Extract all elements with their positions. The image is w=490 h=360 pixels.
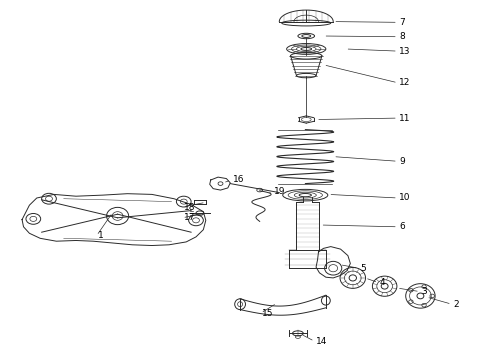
Text: 7: 7: [399, 18, 405, 27]
Text: 16: 16: [233, 175, 244, 184]
Text: 13: 13: [399, 46, 411, 55]
Text: 9: 9: [399, 157, 405, 166]
Text: 10: 10: [399, 194, 411, 202]
Text: 8: 8: [399, 32, 405, 41]
Text: 1: 1: [98, 231, 104, 240]
Text: 5: 5: [360, 264, 366, 273]
Text: 17: 17: [184, 213, 195, 222]
Text: 12: 12: [399, 78, 411, 87]
Text: 15: 15: [262, 309, 273, 318]
Text: 2: 2: [453, 300, 459, 309]
Text: 11: 11: [399, 113, 411, 122]
Text: 4: 4: [380, 278, 385, 287]
Text: 6: 6: [399, 222, 405, 231]
Text: 14: 14: [316, 337, 327, 346]
Text: 19: 19: [274, 187, 286, 196]
Text: 18: 18: [184, 202, 195, 211]
Text: 3: 3: [421, 287, 427, 296]
